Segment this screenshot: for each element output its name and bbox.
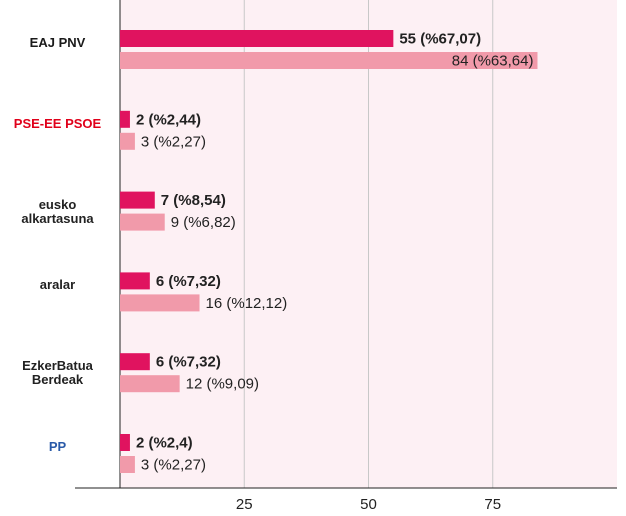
value-label: 2 (%2,4): [136, 434, 193, 451]
party-label: EAJ PNV: [29, 35, 86, 50]
bar: [120, 294, 200, 312]
value-label: 3 (%2,27): [141, 133, 206, 150]
bar: [120, 110, 130, 128]
bar: [120, 213, 165, 231]
bar: [120, 456, 135, 473]
bar: [120, 191, 155, 209]
x-tick-label: 50: [360, 496, 377, 513]
value-label: 84 (%63,64): [452, 52, 534, 69]
x-tick-label: 75: [484, 496, 501, 513]
value-label: 7 (%8,54): [161, 192, 226, 209]
value-label: 55 (%67,07): [399, 30, 481, 47]
party-label: eusko alkartasuna: [21, 196, 94, 226]
bar: [120, 353, 150, 371]
value-label: 3 (%2,27): [141, 456, 206, 473]
value-label: 9 (%6,82): [171, 214, 236, 231]
bar: [120, 132, 135, 150]
bar: [120, 52, 538, 69]
bar: [120, 272, 150, 290]
value-label: 6 (%7,32): [156, 273, 221, 290]
x-tick-label: 25: [236, 496, 253, 513]
value-label: 16 (%12,12): [206, 295, 288, 312]
value-label: 6 (%7,32): [156, 354, 221, 371]
bar: [120, 434, 130, 451]
party-label: PSE-EE PSOE: [13, 115, 102, 131]
party-label: PP: [48, 439, 67, 454]
bar: [120, 30, 394, 47]
party-label: EzkerBatua Berdeak: [22, 358, 93, 388]
party-label: aralar: [39, 277, 76, 293]
value-label: 2 (%2,44): [136, 111, 201, 128]
value-label: 12 (%9,09): [186, 376, 259, 393]
bar: [120, 375, 180, 393]
